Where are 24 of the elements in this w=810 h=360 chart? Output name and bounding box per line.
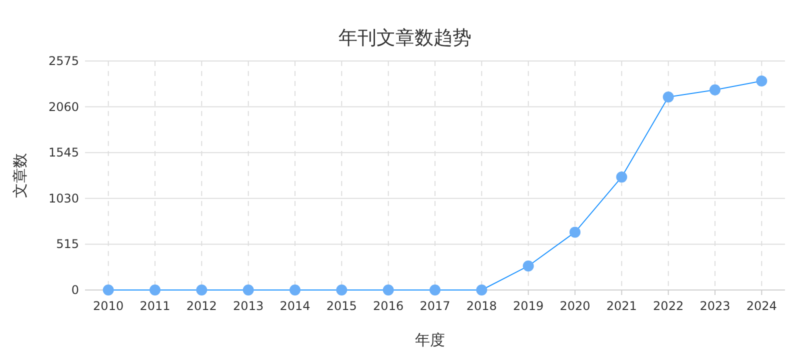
- x-tick-label: 2021: [606, 299, 637, 313]
- y-axis-title: 文章数: [11, 153, 29, 198]
- y-tick-label: 515: [56, 237, 79, 252]
- y-tick-label: 1030: [48, 191, 79, 206]
- y-tick-label: 2575: [48, 54, 79, 68]
- x-tick-label: 2017: [420, 299, 450, 313]
- x-tick-label: 2012: [186, 299, 217, 313]
- x-tick-label: 2020: [560, 299, 590, 313]
- x-tick-label: 2011: [140, 299, 170, 313]
- y-tick-label: 0: [71, 283, 79, 297]
- y-tick-label: 1545: [48, 146, 79, 160]
- y-tick-label: 2060: [48, 100, 79, 114]
- x-tick-label: 2023: [700, 299, 730, 313]
- x-tick-label: 2015: [326, 299, 357, 313]
- x-axis-title: 年度: [415, 331, 445, 349]
- x-tick-label: 2018: [466, 299, 497, 313]
- x-tick-label: 2016: [373, 299, 404, 313]
- x-tick-label: 2013: [233, 299, 264, 313]
- x-tick-label: 2019: [513, 299, 544, 313]
- x-tick-label: 2014: [280, 299, 310, 313]
- x-tick-label: 2022: [653, 299, 684, 313]
- x-tick-label: 2010: [93, 299, 124, 313]
- chart-title: 年刊文章数趋势: [338, 27, 472, 49]
- x-tick-label: 2024: [746, 299, 777, 313]
